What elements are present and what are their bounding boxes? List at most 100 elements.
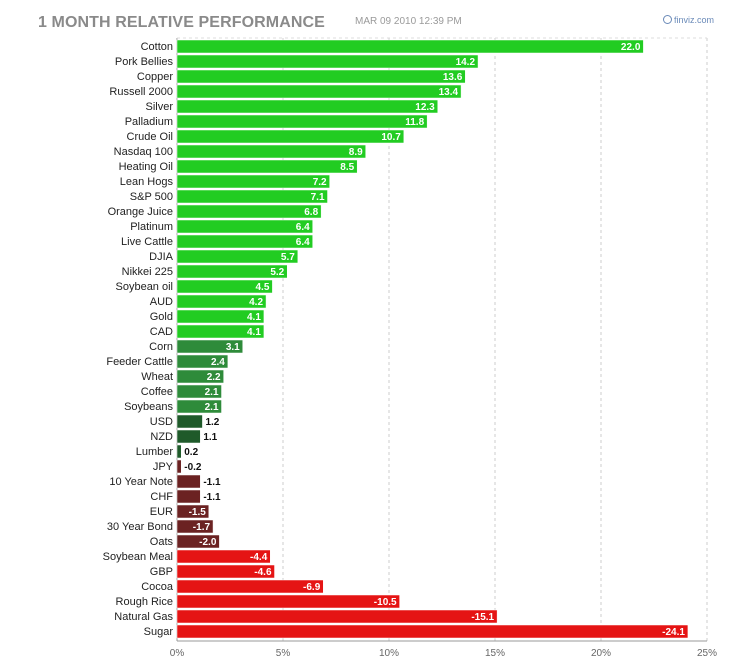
value-label: -1.7 [193, 522, 211, 533]
bar [176, 204, 322, 219]
bar [176, 174, 330, 189]
bar [176, 339, 243, 354]
category-label: Crude Oil [127, 131, 173, 143]
bar [176, 39, 644, 54]
x-axis-ticks: 0% 5% 10% 15% 20% 25% [170, 648, 717, 659]
category-label: Oats [150, 536, 174, 548]
value-label: 8.9 [349, 147, 363, 158]
category-label: Wheat [141, 371, 173, 383]
bar [176, 444, 182, 459]
value-label: -2.0 [199, 537, 217, 548]
bar [176, 549, 271, 564]
bar [176, 384, 222, 399]
value-label: 11.8 [405, 117, 424, 128]
bar [176, 354, 229, 369]
bar [176, 309, 265, 324]
category-label: Russell 2000 [109, 86, 173, 98]
category-label: Cocoa [141, 581, 174, 593]
value-label: 8.5 [340, 162, 354, 173]
x-tick-label: 25% [697, 648, 717, 659]
category-label: Coffee [141, 386, 173, 398]
bar [176, 114, 428, 129]
bar [176, 369, 224, 384]
value-label: 5.7 [281, 252, 295, 263]
category-label: CHF [150, 491, 173, 503]
x-tick-label: 0% [170, 648, 185, 659]
category-label: Heating Oil [119, 161, 173, 173]
category-label: EUR [150, 506, 173, 518]
bar [176, 279, 273, 294]
category-label: NZD [150, 431, 173, 443]
category-label: Feeder Cattle [106, 356, 173, 368]
value-label: 2.1 [205, 402, 219, 413]
bar [176, 69, 466, 84]
category-label: AUD [150, 296, 173, 308]
logo-text: finviz.com [674, 15, 715, 25]
bar [176, 399, 222, 414]
value-label: 1.2 [205, 417, 219, 428]
category-label: 30 Year Bond [107, 521, 173, 533]
value-label: 7.2 [313, 177, 327, 188]
value-label: 6.4 [296, 222, 310, 233]
value-label: -1.1 [203, 492, 221, 503]
bar [176, 564, 275, 579]
bar [176, 234, 313, 249]
category-label: CAD [150, 326, 173, 338]
value-label: -4.4 [250, 552, 268, 563]
bar [176, 519, 214, 534]
bar [176, 294, 267, 309]
category-label: Orange Juice [108, 206, 173, 218]
category-label: Natural Gas [114, 611, 173, 623]
value-label: 13.6 [443, 72, 463, 83]
category-label: GBP [150, 566, 173, 578]
category-label: Sugar [144, 626, 174, 638]
value-label: -10.5 [374, 597, 397, 608]
category-label: Corn [149, 341, 173, 353]
finviz-logo[interactable]: finviz.com [663, 15, 714, 25]
category-label: JPY [153, 461, 174, 473]
category-label: Nikkei 225 [122, 266, 173, 278]
value-label: -6.9 [303, 582, 321, 593]
bar [176, 429, 201, 444]
bar [176, 129, 405, 144]
bar [176, 504, 210, 519]
value-label: 14.2 [456, 57, 476, 68]
category-label: Soybean Meal [103, 551, 173, 563]
value-label: -24.1 [662, 627, 685, 638]
value-label: 2.2 [207, 372, 221, 383]
bar [176, 99, 439, 114]
logo-icon [663, 15, 672, 24]
bar [176, 579, 324, 594]
category-label: Platinum [130, 221, 173, 233]
value-label: -1.5 [189, 507, 207, 518]
x-tick-label: 15% [485, 648, 505, 659]
bar [176, 534, 220, 549]
category-label: Pork Bellies [115, 56, 174, 68]
category-label: USD [150, 416, 173, 428]
value-label: 4.1 [247, 312, 261, 323]
value-label: -0.2 [184, 462, 202, 473]
value-label: 7.1 [311, 192, 325, 203]
value-label: 4.2 [249, 297, 263, 308]
category-label: Lean Hogs [120, 176, 174, 188]
category-label: Silver [145, 101, 173, 113]
value-label: 2.1 [205, 387, 219, 398]
category-label: DJIA [149, 251, 174, 263]
bar [176, 249, 299, 264]
value-label: -15.1 [471, 612, 494, 623]
value-label: 6.8 [304, 207, 318, 218]
x-tick-label: 5% [276, 648, 291, 659]
value-label: -4.6 [254, 567, 272, 578]
value-label: 5.2 [270, 267, 284, 278]
category-label: Nasdaq 100 [114, 146, 173, 158]
category-label: Soybeans [124, 401, 173, 413]
category-label: Soybean oil [116, 281, 174, 293]
bar [176, 624, 689, 639]
x-tick-label: 10% [379, 648, 399, 659]
bar [176, 54, 479, 69]
value-labels: 22.0 14.2 13.6 13.4 12.3 11.8 10.7 8.9 8.5 7.2 7.1… [184, 42, 685, 638]
value-label: 12.3 [415, 102, 435, 113]
value-label: -1.1 [203, 477, 221, 488]
bar [176, 264, 288, 279]
